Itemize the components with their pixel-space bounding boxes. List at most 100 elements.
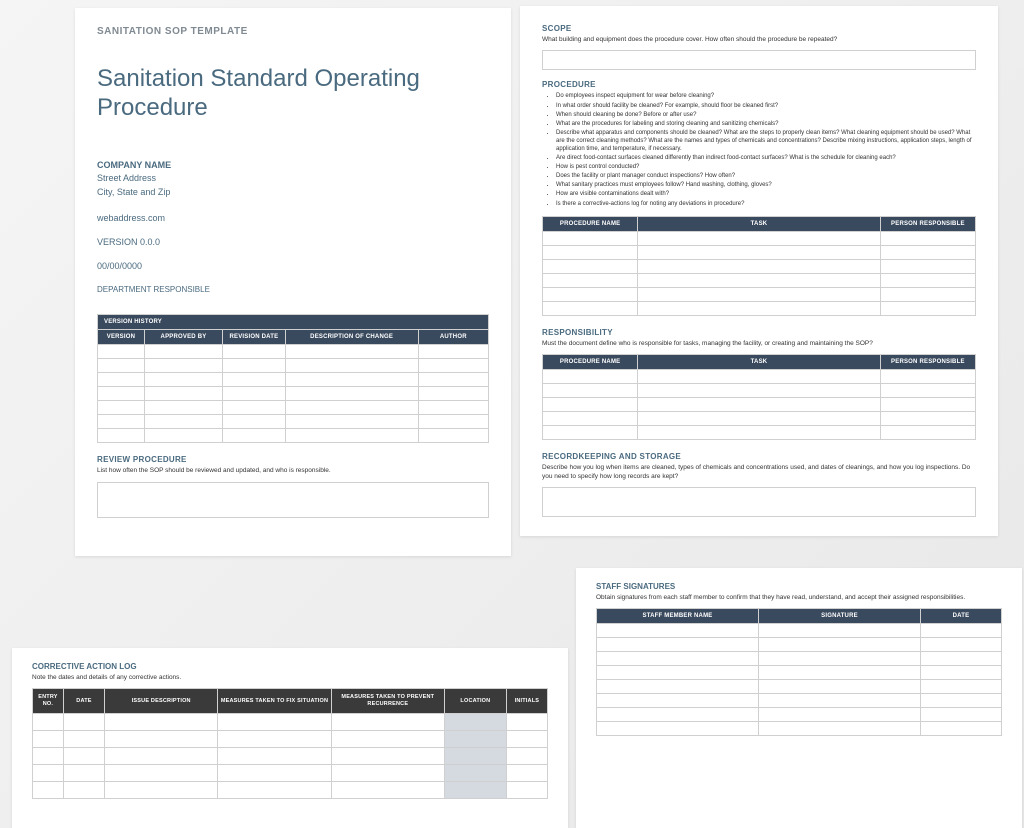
table-cell[interactable]	[543, 301, 638, 315]
table-cell[interactable]	[223, 345, 286, 359]
table-cell[interactable]	[638, 259, 880, 273]
table-cell[interactable]	[759, 638, 921, 652]
table-cell[interactable]	[638, 231, 880, 245]
table-cell[interactable]	[444, 781, 506, 798]
table-cell[interactable]	[33, 730, 64, 747]
table-cell[interactable]	[418, 345, 488, 359]
table-cell[interactable]	[759, 694, 921, 708]
table-cell[interactable]	[638, 245, 880, 259]
table-cell[interactable]	[597, 680, 759, 694]
table-cell[interactable]	[543, 273, 638, 287]
scope-input-box[interactable]	[542, 50, 976, 70]
table-cell[interactable]	[144, 401, 222, 415]
table-cell[interactable]	[223, 429, 286, 443]
table-cell[interactable]	[33, 781, 64, 798]
table-cell[interactable]	[331, 781, 444, 798]
table-cell[interactable]	[597, 694, 759, 708]
table-cell[interactable]	[144, 429, 222, 443]
table-cell[interactable]	[218, 747, 331, 764]
table-cell[interactable]	[98, 359, 145, 373]
table-cell[interactable]	[759, 652, 921, 666]
table-cell[interactable]	[597, 638, 759, 652]
table-cell[interactable]	[880, 370, 975, 384]
table-cell[interactable]	[63, 730, 104, 747]
table-cell[interactable]	[543, 231, 638, 245]
table-cell[interactable]	[285, 429, 418, 443]
table-cell[interactable]	[759, 708, 921, 722]
table-cell[interactable]	[218, 764, 331, 781]
table-cell[interactable]	[543, 245, 638, 259]
table-cell[interactable]	[33, 713, 64, 730]
table-cell[interactable]	[759, 722, 921, 736]
table-cell[interactable]	[543, 259, 638, 273]
table-cell[interactable]	[98, 415, 145, 429]
table-cell[interactable]	[506, 781, 547, 798]
table-cell[interactable]	[105, 781, 218, 798]
table-cell[interactable]	[63, 747, 104, 764]
table-cell[interactable]	[543, 384, 638, 398]
table-cell[interactable]	[105, 747, 218, 764]
table-cell[interactable]	[759, 624, 921, 638]
table-cell[interactable]	[921, 624, 1002, 638]
table-cell[interactable]	[506, 730, 547, 747]
table-cell[interactable]	[921, 638, 1002, 652]
table-cell[interactable]	[543, 426, 638, 440]
table-cell[interactable]	[144, 345, 222, 359]
table-cell[interactable]	[331, 747, 444, 764]
table-cell[interactable]	[543, 287, 638, 301]
table-cell[interactable]	[418, 373, 488, 387]
table-cell[interactable]	[418, 401, 488, 415]
table-cell[interactable]	[331, 713, 444, 730]
table-cell[interactable]	[880, 231, 975, 245]
table-cell[interactable]	[506, 713, 547, 730]
table-cell[interactable]	[418, 359, 488, 373]
table-cell[interactable]	[418, 429, 488, 443]
table-cell[interactable]	[98, 373, 145, 387]
table-cell[interactable]	[444, 730, 506, 747]
table-cell[interactable]	[543, 370, 638, 384]
table-cell[interactable]	[921, 694, 1002, 708]
table-cell[interactable]	[223, 387, 286, 401]
table-cell[interactable]	[105, 713, 218, 730]
table-cell[interactable]	[98, 387, 145, 401]
table-cell[interactable]	[638, 398, 880, 412]
table-cell[interactable]	[285, 415, 418, 429]
table-cell[interactable]	[880, 426, 975, 440]
table-cell[interactable]	[218, 730, 331, 747]
table-cell[interactable]	[285, 359, 418, 373]
table-cell[interactable]	[63, 781, 104, 798]
table-cell[interactable]	[33, 764, 64, 781]
table-cell[interactable]	[285, 345, 418, 359]
table-cell[interactable]	[638, 301, 880, 315]
table-cell[interactable]	[880, 412, 975, 426]
table-cell[interactable]	[597, 722, 759, 736]
table-cell[interactable]	[444, 747, 506, 764]
table-cell[interactable]	[285, 401, 418, 415]
table-cell[interactable]	[638, 287, 880, 301]
table-cell[interactable]	[418, 387, 488, 401]
table-cell[interactable]	[285, 387, 418, 401]
table-cell[interactable]	[506, 747, 547, 764]
table-cell[interactable]	[98, 345, 145, 359]
table-cell[interactable]	[880, 273, 975, 287]
table-cell[interactable]	[98, 401, 145, 415]
table-cell[interactable]	[921, 652, 1002, 666]
table-cell[interactable]	[759, 680, 921, 694]
table-cell[interactable]	[880, 398, 975, 412]
recordkeeping-input-box[interactable]	[542, 487, 976, 517]
table-cell[interactable]	[331, 764, 444, 781]
table-cell[interactable]	[331, 730, 444, 747]
table-cell[interactable]	[105, 764, 218, 781]
table-cell[interactable]	[597, 708, 759, 722]
table-cell[interactable]	[880, 301, 975, 315]
table-cell[interactable]	[543, 412, 638, 426]
table-cell[interactable]	[638, 273, 880, 287]
table-cell[interactable]	[223, 401, 286, 415]
table-cell[interactable]	[223, 373, 286, 387]
table-cell[interactable]	[444, 713, 506, 730]
table-cell[interactable]	[638, 412, 880, 426]
table-cell[interactable]	[418, 415, 488, 429]
table-cell[interactable]	[285, 373, 418, 387]
table-cell[interactable]	[218, 781, 331, 798]
table-cell[interactable]	[921, 722, 1002, 736]
